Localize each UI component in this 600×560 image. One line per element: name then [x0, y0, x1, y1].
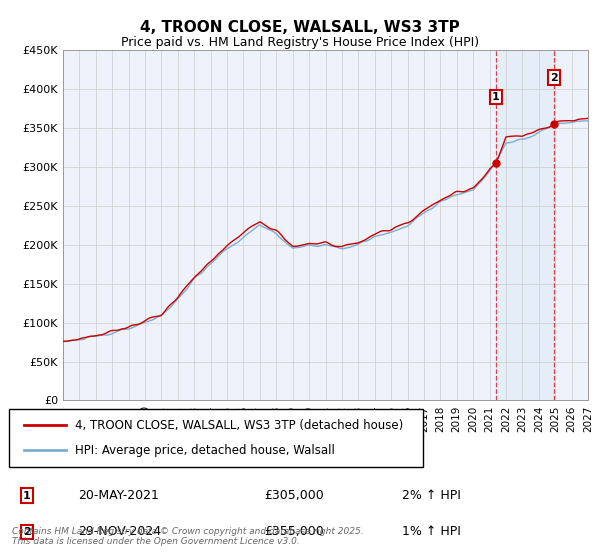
- Text: 2: 2: [23, 527, 31, 537]
- Text: 1: 1: [492, 92, 500, 102]
- Text: 4, TROON CLOSE, WALSALL, WS3 3TP (detached house): 4, TROON CLOSE, WALSALL, WS3 3TP (detach…: [75, 419, 403, 432]
- Text: HPI: Average price, detached house, Walsall: HPI: Average price, detached house, Wals…: [75, 444, 335, 456]
- Text: Price paid vs. HM Land Registry's House Price Index (HPI): Price paid vs. HM Land Registry's House …: [121, 36, 479, 49]
- Text: Contains HM Land Registry data © Crown copyright and database right 2025.
This d: Contains HM Land Registry data © Crown c…: [12, 526, 364, 546]
- Text: 2% ↑ HPI: 2% ↑ HPI: [402, 489, 461, 502]
- Bar: [496, 50, 554, 400]
- Text: £355,000: £355,000: [264, 525, 324, 538]
- Text: 1% ↑ HPI: 1% ↑ HPI: [402, 525, 461, 538]
- Text: 20-MAY-2021: 20-MAY-2021: [78, 489, 159, 502]
- Text: 4, TROON CLOSE, WALSALL, WS3 3TP: 4, TROON CLOSE, WALSALL, WS3 3TP: [140, 20, 460, 35]
- FancyBboxPatch shape: [9, 409, 423, 466]
- Text: 2: 2: [550, 73, 558, 83]
- Text: 1: 1: [23, 491, 31, 501]
- Text: £305,000: £305,000: [264, 489, 324, 502]
- Text: 29-NOV-2024: 29-NOV-2024: [78, 525, 161, 538]
